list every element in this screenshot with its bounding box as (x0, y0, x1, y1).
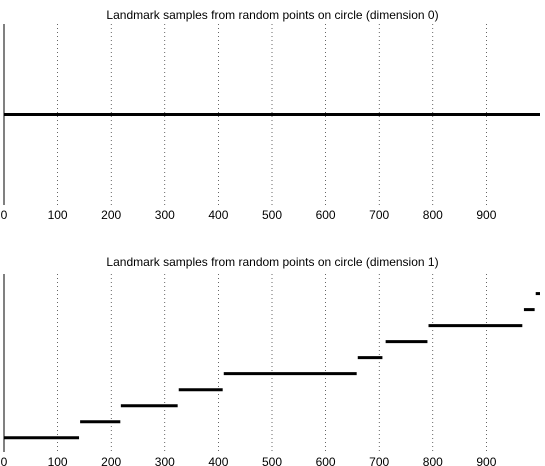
x-tick-label: 600 (316, 455, 336, 466)
x-tick-label: 100 (48, 208, 68, 222)
x-tick-label: 500 (262, 455, 282, 466)
x-tick-label: 800 (423, 208, 443, 222)
x-tick-label: 400 (208, 208, 228, 222)
x-tick-label: 100 (48, 455, 68, 466)
chart-dimension-1: Landmark samples from random points on c… (0, 247, 545, 466)
chart-plot-area: 0 100 200 300 400 500 600 700 800 900 (1, 274, 540, 466)
x-tick-label: 200 (101, 208, 121, 222)
chart-title: Landmark samples from random points on c… (106, 255, 439, 269)
chart-dimension-0: Landmark samples from random points on c… (0, 0, 545, 222)
x-tick-label: 0 (1, 208, 8, 222)
x-tick-label: 900 (476, 208, 496, 222)
x-tick-label: 0 (1, 455, 8, 466)
x-tick-label: 300 (155, 208, 175, 222)
x-tick-label: 900 (476, 455, 496, 466)
x-tick-label: 700 (369, 208, 389, 222)
x-tick-label: 300 (155, 455, 175, 466)
x-tick-label: 600 (316, 208, 336, 222)
chart-title: Landmark samples from random points on c… (106, 8, 439, 22)
chart-plot-area: 0 100 200 300 400 500 600 700 800 900 (1, 24, 540, 222)
x-tick-label: 500 (262, 208, 282, 222)
x-tick-label: 400 (208, 455, 228, 466)
x-tick-label: 200 (101, 455, 121, 466)
x-tick-label: 700 (369, 455, 389, 466)
x-tick-label: 800 (423, 455, 443, 466)
